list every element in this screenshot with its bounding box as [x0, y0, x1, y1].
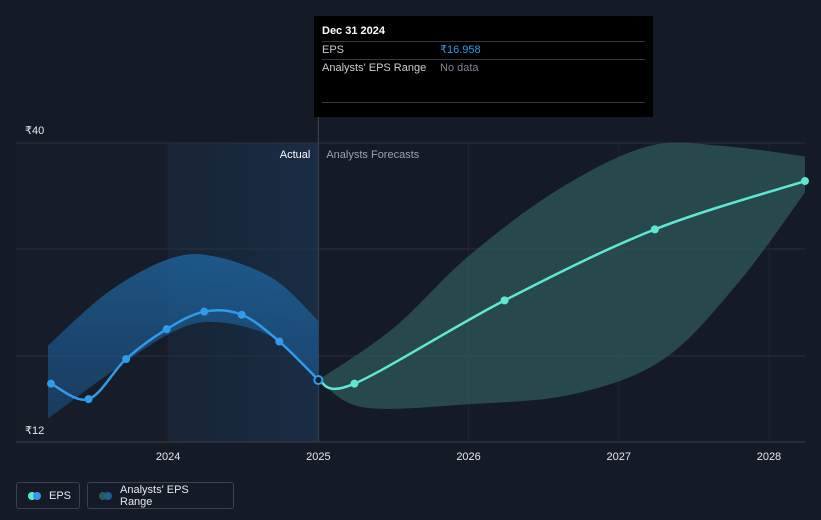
x-tick-label: 2025: [306, 451, 330, 463]
x-tick-label: 2028: [757, 451, 781, 463]
x-tick-label: 2026: [456, 451, 480, 463]
y-tick-label: ₹12: [25, 425, 44, 437]
y-tick-label: ₹40: [25, 125, 44, 137]
range-legend-icon: [99, 491, 112, 500]
tooltip-range-label: Analysts' EPS Range: [322, 62, 427, 74]
x-tick-label: 2027: [607, 451, 631, 463]
eps-point: [122, 355, 131, 363]
eps-point: [313, 375, 324, 386]
actual-label: Actual: [280, 149, 311, 161]
legend-range-label: Analysts' EPS Range: [120, 483, 189, 508]
eps-point: [500, 296, 509, 305]
tooltip-date: Dec 31 2024: [322, 25, 385, 37]
tooltip-range-row: Analysts' EPS Range No data: [322, 59, 645, 77]
eps-point: [650, 225, 659, 234]
eps-point: [84, 395, 93, 404]
eps-point: [200, 307, 209, 316]
eps-range-band-actual: [48, 254, 319, 419]
eps-point: [350, 379, 359, 388]
legend-eps-label: EPS: [49, 489, 72, 502]
eps-point: [162, 325, 171, 334]
eps-legend-icon: [28, 491, 41, 500]
x-tick-label: 2024: [156, 451, 180, 463]
legend-eps[interactable]: EPS: [16, 482, 80, 509]
eps-point: [801, 177, 809, 186]
tooltip-divider: [322, 102, 645, 103]
tooltip: Dec 31 2024 EPS ₹16.958 Analysts' EPS Ra…: [314, 16, 653, 117]
tooltip-eps-value: ₹16.958: [440, 44, 481, 56]
tooltip-eps-row: EPS ₹16.958: [322, 41, 645, 59]
tooltip-range-value: No data: [440, 62, 479, 74]
eps-range-band-forecast: [318, 142, 805, 409]
legend-range[interactable]: Analysts' EPS Range: [87, 482, 234, 509]
tooltip-eps-label: EPS: [322, 44, 345, 56]
forecast-label: Analysts Forecasts: [326, 149, 419, 161]
eps-point: [275, 337, 284, 346]
eps-point: [237, 310, 246, 319]
eps-point: [47, 379, 56, 388]
